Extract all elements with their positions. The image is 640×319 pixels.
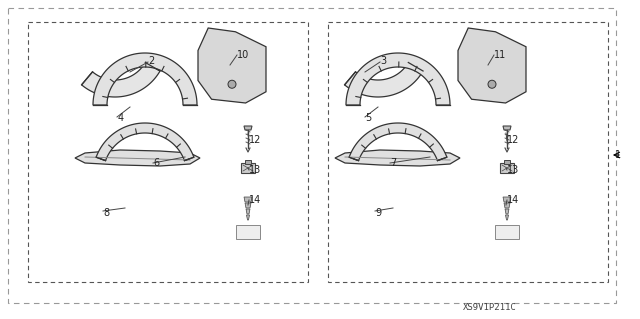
Polygon shape xyxy=(335,150,460,166)
Text: 11: 11 xyxy=(494,50,506,60)
Bar xyxy=(245,160,251,164)
Circle shape xyxy=(228,80,236,88)
Text: 8: 8 xyxy=(103,208,109,218)
Polygon shape xyxy=(504,203,510,208)
Text: 12: 12 xyxy=(507,135,520,145)
Polygon shape xyxy=(246,209,250,214)
Polygon shape xyxy=(503,197,511,202)
Polygon shape xyxy=(246,215,250,220)
Polygon shape xyxy=(505,209,509,214)
Text: 3: 3 xyxy=(380,56,386,66)
Polygon shape xyxy=(244,197,252,202)
Polygon shape xyxy=(503,126,511,130)
Polygon shape xyxy=(506,215,509,220)
Text: 13: 13 xyxy=(507,165,519,175)
Text: 1: 1 xyxy=(615,150,621,160)
Text: 7: 7 xyxy=(390,158,396,168)
Bar xyxy=(500,163,514,173)
Bar xyxy=(495,225,519,239)
Polygon shape xyxy=(346,53,450,105)
Text: 12: 12 xyxy=(249,135,261,145)
Text: 10: 10 xyxy=(237,50,249,60)
Text: 6: 6 xyxy=(153,158,159,168)
Text: XS9V1P211C: XS9V1P211C xyxy=(463,303,517,313)
Polygon shape xyxy=(93,53,197,105)
Polygon shape xyxy=(96,123,194,161)
Polygon shape xyxy=(198,28,266,103)
Circle shape xyxy=(488,80,496,88)
Bar xyxy=(504,160,510,164)
Text: 4: 4 xyxy=(118,113,124,123)
Bar xyxy=(236,225,260,239)
Text: 14: 14 xyxy=(249,195,261,205)
Polygon shape xyxy=(81,63,160,97)
Bar xyxy=(328,22,608,282)
Polygon shape xyxy=(244,126,252,130)
Text: 9: 9 xyxy=(375,208,381,218)
Text: 2: 2 xyxy=(148,56,154,66)
Bar xyxy=(28,22,308,282)
Text: 5: 5 xyxy=(365,113,371,123)
Polygon shape xyxy=(349,123,447,161)
Polygon shape xyxy=(245,203,251,208)
Polygon shape xyxy=(458,28,526,103)
Polygon shape xyxy=(75,150,200,166)
Polygon shape xyxy=(344,63,423,97)
Bar xyxy=(241,163,255,173)
Text: 13: 13 xyxy=(249,165,261,175)
Text: 14: 14 xyxy=(507,195,519,205)
